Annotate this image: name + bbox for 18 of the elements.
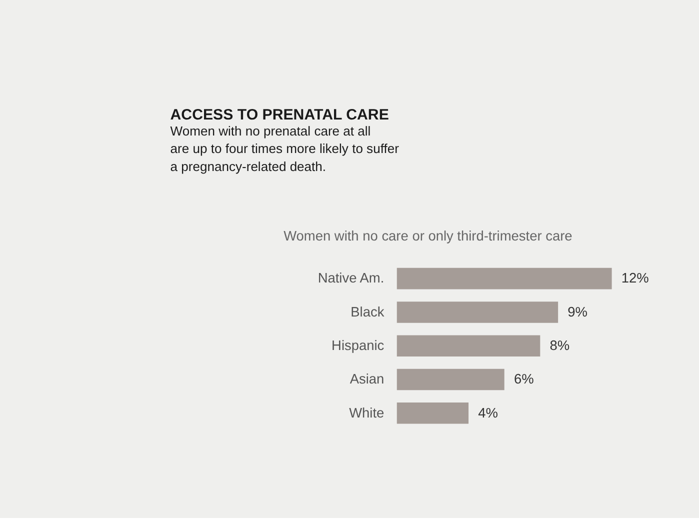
data-label: 4%	[478, 405, 498, 420]
chart-title: ACCESS TO PRENATAL CARE	[170, 106, 389, 124]
data-label: 8%	[550, 338, 570, 353]
y-tick-label: Native Am.	[318, 270, 384, 286]
y-tick-label: White	[349, 405, 385, 420]
bar	[396, 335, 540, 357]
data-label: 12%	[621, 270, 649, 286]
text: Women with no care or only third-trimester care	[284, 228, 573, 244]
y-tick-label: Hispanic	[332, 338, 384, 353]
y-tick-label: Asian	[350, 372, 384, 387]
bar	[396, 302, 558, 323]
data-label: 9%	[568, 304, 588, 320]
data-label: 6%	[514, 372, 534, 387]
bar	[396, 268, 612, 290]
bar	[396, 368, 504, 390]
text: Women with no prenatal care at all are up to four times more likely to suffer a pregnancy-related death.	[170, 123, 400, 174]
y-tick-label: Black	[350, 304, 384, 320]
bar	[396, 402, 469, 424]
